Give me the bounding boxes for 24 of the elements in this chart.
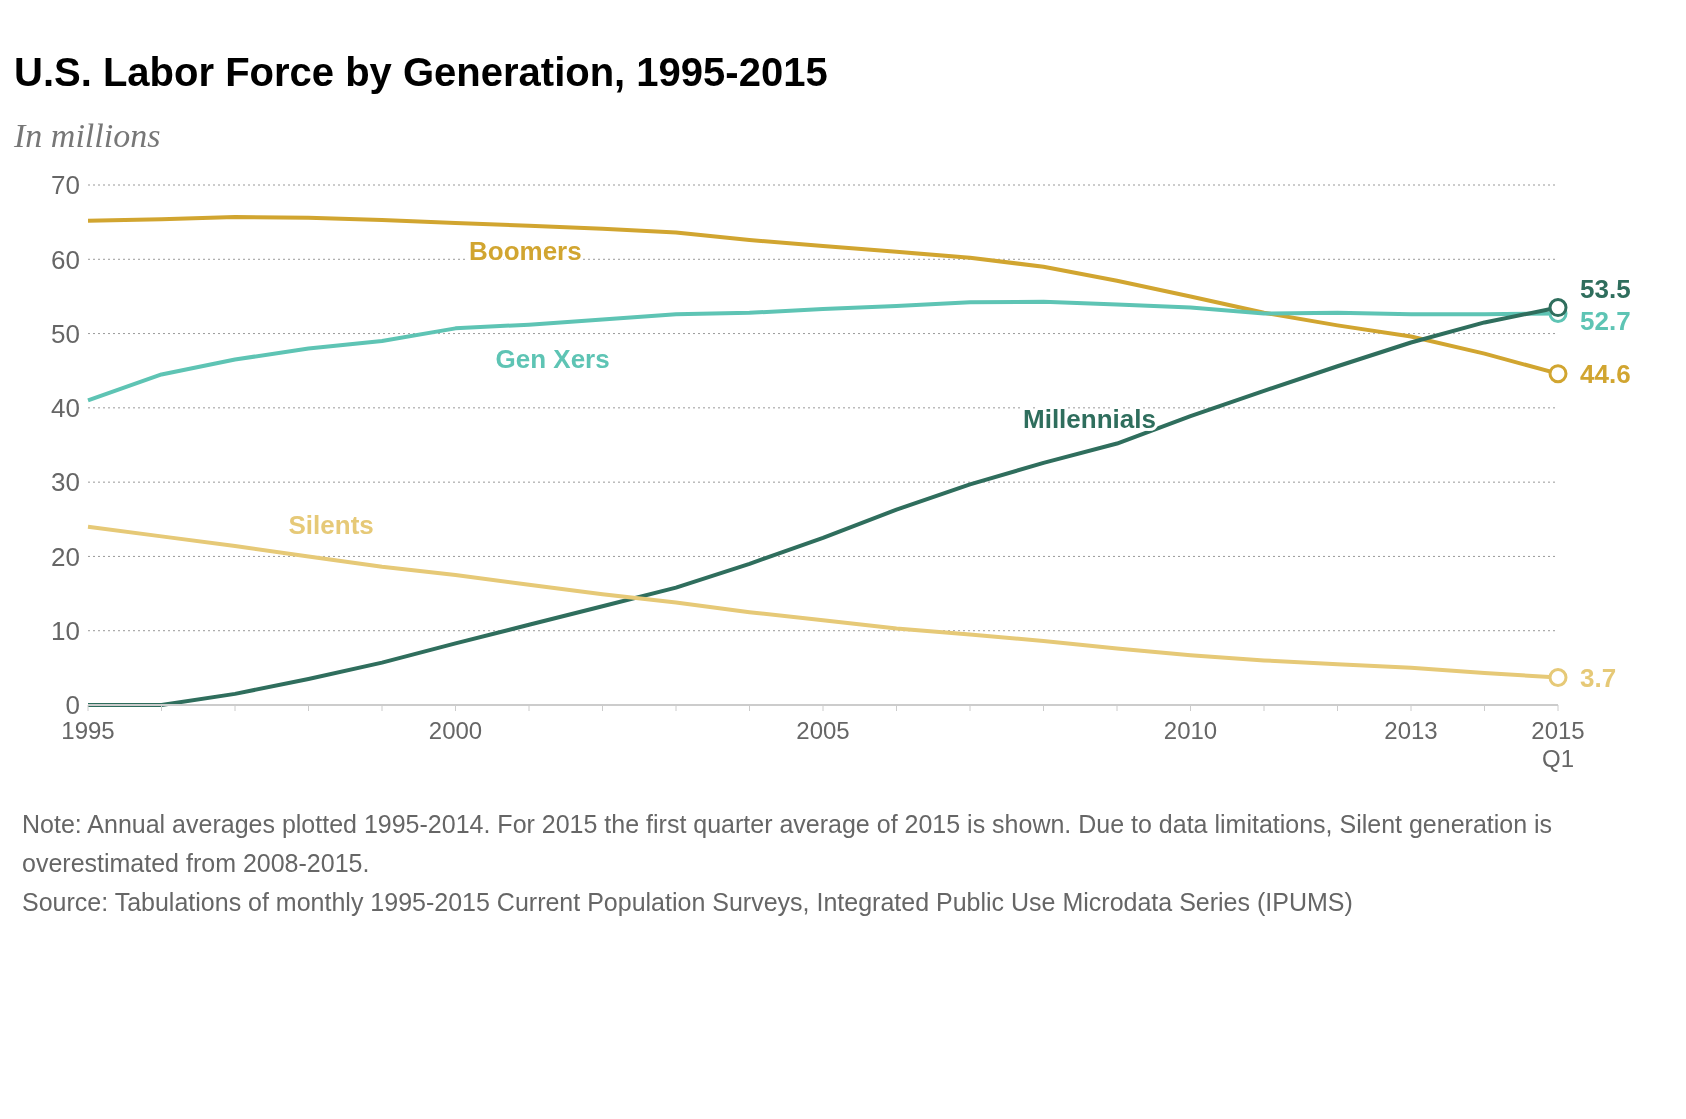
data-label: 53.5 xyxy=(1580,273,1631,304)
x-tick-label: 2010 xyxy=(1163,717,1218,744)
data-label: 52.7 xyxy=(1580,305,1631,336)
x-tick-label: 2000 xyxy=(428,717,483,744)
y-tick-label: 50 xyxy=(51,318,80,349)
y-tick-label: 70 xyxy=(51,170,80,201)
x-tick-label: 2015 Q1 xyxy=(1531,717,1585,772)
y-tick-label: 40 xyxy=(51,393,80,424)
y-tick-label: 20 xyxy=(51,541,80,572)
series-label: Silents xyxy=(288,510,374,541)
y-tick-label: 60 xyxy=(51,244,80,275)
chart-title: U.S. Labor Force by Generation, 1995-2015 xyxy=(14,50,829,95)
y-tick-label: 10 xyxy=(51,615,80,646)
series-label: Millennials xyxy=(1023,403,1156,434)
data-label: 44.6 xyxy=(1580,358,1631,389)
text: Note: Annual averages plotted 1995-2014. For 2015 the first quarter average of 2015 is shown. Due to data limitations, Silent generation is overestimated from 2008-2015. xyxy=(22,809,1554,879)
y-tick-label: 30 xyxy=(51,467,80,498)
x-tick-label: 2005 xyxy=(796,717,850,744)
series-label: Boomers xyxy=(469,235,582,266)
data-label: 3.7 xyxy=(1580,662,1617,693)
series-label: Gen Xers xyxy=(495,344,610,375)
chart-subtitle: In millions xyxy=(14,117,162,155)
source-note: Source: Tabulations of monthly 1995-2015 Current Population Surveys, Integrated Public Use Microdata Series (IPUMS) xyxy=(22,887,1354,918)
x-tick-label: 2013 xyxy=(1384,717,1438,744)
